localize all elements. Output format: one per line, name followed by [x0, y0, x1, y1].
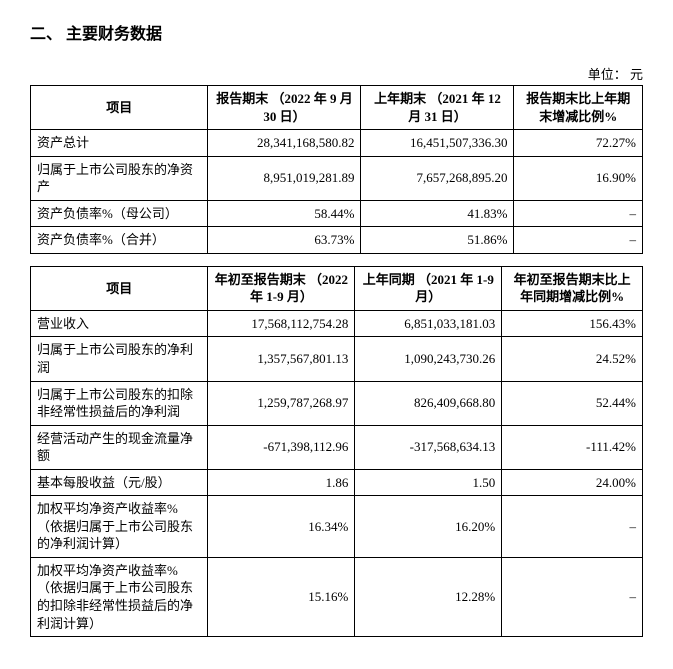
row-label: 归属于上市公司股东的净资产: [31, 156, 208, 200]
unit-label: 单位： 元: [30, 64, 643, 83]
cell-previous: -317,568,634.13: [355, 425, 502, 469]
cell-change: -111.42%: [502, 425, 643, 469]
cell-previous: 1.50: [355, 469, 502, 496]
cell-change: –: [502, 496, 643, 558]
cell-change: 24.00%: [502, 469, 643, 496]
cell-previous: 1,090,243,730.26: [355, 337, 502, 381]
cell-current: 1,259,787,268.97: [208, 381, 355, 425]
cell-current: 1.86: [208, 469, 355, 496]
cell-current: 8,951,019,281.89: [208, 156, 361, 200]
cell-current: 1,357,567,801.13: [208, 337, 355, 381]
row-label: 归属于上市公司股东的扣除非经常性损益后的净利润: [31, 381, 208, 425]
tableB-body: 营业收入17,568,112,754.286,851,033,181.03156…: [31, 310, 643, 636]
cell-change: 72.27%: [514, 130, 643, 157]
cell-previous: 7,657,268,895.20: [361, 156, 514, 200]
table-row: 加权平均净资产收益率%（依据归属于上市公司股东的净利润计算）16.34%16.2…: [31, 496, 643, 558]
row-label: 经营活动产生的现金流量净额: [31, 425, 208, 469]
row-label: 资产负债率%（合并）: [31, 227, 208, 254]
table-row: 归属于上市公司股东的净资产8,951,019,281.897,657,268,8…: [31, 156, 643, 200]
cell-change: 16.90%: [514, 156, 643, 200]
table-row: 归属于上市公司股东的扣除非经常性损益后的净利润1,259,787,268.978…: [31, 381, 643, 425]
cell-current: 28,341,168,580.82: [208, 130, 361, 157]
col-header-item: 项目: [31, 86, 208, 130]
cell-current: 16.34%: [208, 496, 355, 558]
section-title: 二、 主要财务数据: [30, 20, 643, 44]
col-header-previous: 上年期末 （2021 年 12 月 31 日）: [361, 86, 514, 130]
table-row: 资产负债率%（母公司）58.44%41.83%–: [31, 200, 643, 227]
tableA-body: 资产总计28,341,168,580.8216,451,507,336.3072…: [31, 130, 643, 254]
row-label: 加权平均净资产收益率%（依据归属于上市公司股东的净利润计算）: [31, 496, 208, 558]
cell-change: 24.52%: [502, 337, 643, 381]
col-header-item: 项目: [31, 266, 208, 310]
cell-change: –: [502, 557, 643, 636]
table-header-row: 项目 年初至报告期末 （2022 年 1-9 月） 上年同期 （2021 年 1…: [31, 266, 643, 310]
cell-change: –: [514, 200, 643, 227]
col-header-change: 报告期末比上年期末增减比例%: [514, 86, 643, 130]
row-label: 归属于上市公司股东的净利润: [31, 337, 208, 381]
cell-change: 52.44%: [502, 381, 643, 425]
col-header-previous: 上年同期 （2021 年 1-9 月）: [355, 266, 502, 310]
row-label: 营业收入: [31, 310, 208, 337]
col-header-change: 年初至报告期末比上年同期增减比例%: [502, 266, 643, 310]
cell-previous: 51.86%: [361, 227, 514, 254]
cell-change: 156.43%: [502, 310, 643, 337]
row-label: 资产负债率%（母公司）: [31, 200, 208, 227]
row-label: 基本每股收益（元/股）: [31, 469, 208, 496]
table-header-row: 项目 报告期末 （2022 年 9 月 30 日） 上年期末 （2021 年 1…: [31, 86, 643, 130]
cell-previous: 41.83%: [361, 200, 514, 227]
cell-previous: 6,851,033,181.03: [355, 310, 502, 337]
table-row: 经营活动产生的现金流量净额-671,398,112.96-317,568,634…: [31, 425, 643, 469]
table-row: 营业收入17,568,112,754.286,851,033,181.03156…: [31, 310, 643, 337]
row-label: 加权平均净资产收益率%（依据归属于上市公司股东的扣除非经常性损益后的净利润计算）: [31, 557, 208, 636]
table-row: 归属于上市公司股东的净利润1,357,567,801.131,090,243,7…: [31, 337, 643, 381]
cell-current: 17,568,112,754.28: [208, 310, 355, 337]
cell-previous: 16.20%: [355, 496, 502, 558]
row-label: 资产总计: [31, 130, 208, 157]
cell-current: 63.73%: [208, 227, 361, 254]
table-row: 基本每股收益（元/股）1.861.5024.00%: [31, 469, 643, 496]
cell-current: 15.16%: [208, 557, 355, 636]
cell-previous: 826,409,668.80: [355, 381, 502, 425]
cell-current: 58.44%: [208, 200, 361, 227]
col-header-current: 年初至报告期末 （2022 年 1-9 月）: [208, 266, 355, 310]
table-row: 资产总计28,341,168,580.8216,451,507,336.3072…: [31, 130, 643, 157]
cell-previous: 12.28%: [355, 557, 502, 636]
cell-previous: 16,451,507,336.30: [361, 130, 514, 157]
table-row: 加权平均净资产收益率%（依据归属于上市公司股东的扣除非经常性损益后的净利润计算）…: [31, 557, 643, 636]
cell-change: –: [514, 227, 643, 254]
income-table: 项目 年初至报告期末 （2022 年 1-9 月） 上年同期 （2021 年 1…: [30, 266, 643, 637]
cell-current: -671,398,112.96: [208, 425, 355, 469]
col-header-current: 报告期末 （2022 年 9 月 30 日）: [208, 86, 361, 130]
balance-sheet-table: 项目 报告期末 （2022 年 9 月 30 日） 上年期末 （2021 年 1…: [30, 85, 643, 254]
table-row: 资产负债率%（合并）63.73%51.86%–: [31, 227, 643, 254]
